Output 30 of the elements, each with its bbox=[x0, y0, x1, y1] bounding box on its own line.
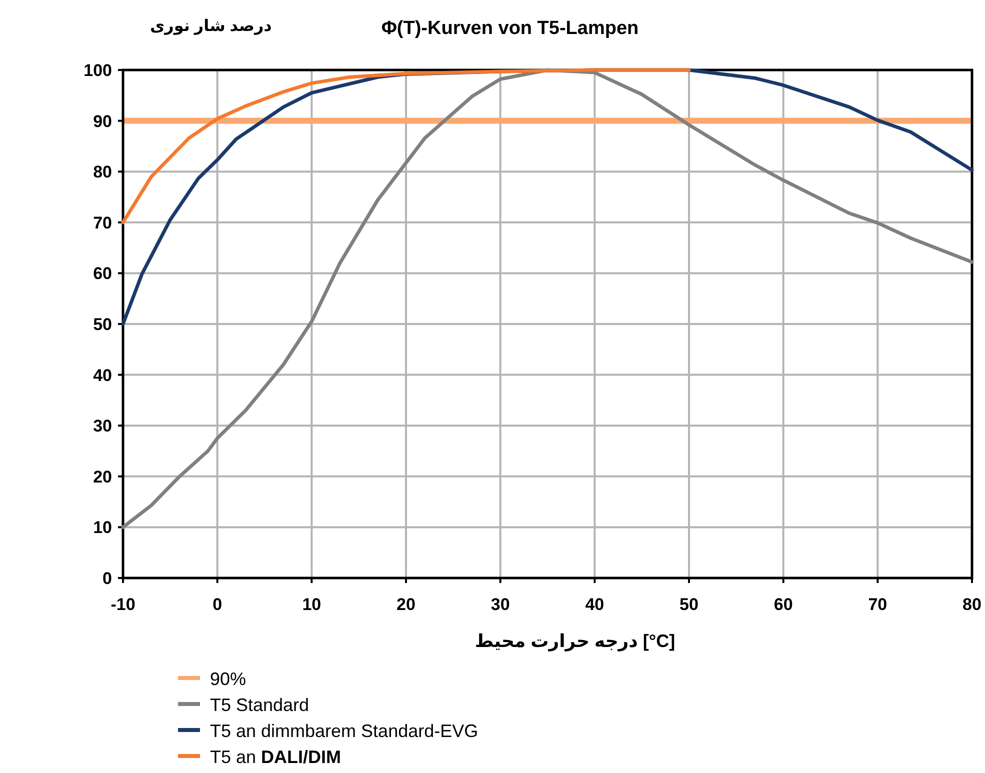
line-series bbox=[121, 68, 974, 529]
y-tick-label: 20 bbox=[93, 467, 112, 486]
x-tick-label: -10 bbox=[110, 595, 136, 614]
x-axis-title: درجه حرارت محیط [°C] bbox=[474, 631, 676, 652]
line-series bbox=[121, 68, 691, 224]
y-tick-label: 30 bbox=[93, 416, 112, 436]
legend-label: T5 an dimmbarem Standard-EVG bbox=[210, 721, 478, 741]
legend-label: T5 Standard bbox=[210, 695, 310, 715]
y-tick-label: 100 bbox=[84, 61, 112, 80]
legend-label: 90% bbox=[210, 669, 246, 689]
y-tick-label: 90 bbox=[93, 112, 112, 131]
x-tick-label: 50 bbox=[680, 595, 698, 614]
y-axis-title: درصد شار نوری bbox=[150, 18, 272, 35]
y-tick-label: 60 bbox=[93, 264, 112, 284]
x-tick-label: 80 bbox=[962, 595, 982, 614]
y-tick-label: 0 bbox=[102, 569, 112, 588]
legend-label: T5 an DALI/DIM bbox=[210, 747, 342, 767]
x-tick-label: 20 bbox=[396, 595, 416, 614]
x-tick-label: 30 bbox=[490, 595, 510, 614]
y-tick-label: 80 bbox=[93, 162, 112, 182]
y-tick-label: 40 bbox=[93, 366, 112, 385]
x-tick-label: 60 bbox=[774, 595, 793, 614]
y-tick-label: 10 bbox=[93, 518, 112, 538]
x-tick-label: 10 bbox=[302, 595, 322, 614]
x-tick-label: 70 bbox=[868, 595, 888, 614]
chart-title: Φ(T)-Kurven von T5-Lampen bbox=[381, 18, 639, 39]
y-tick-label: 70 bbox=[93, 213, 112, 232]
y-tick-label: 50 bbox=[93, 315, 112, 334]
x-tick-label: 40 bbox=[585, 595, 604, 614]
x-tick-label: 0 bbox=[212, 595, 222, 614]
